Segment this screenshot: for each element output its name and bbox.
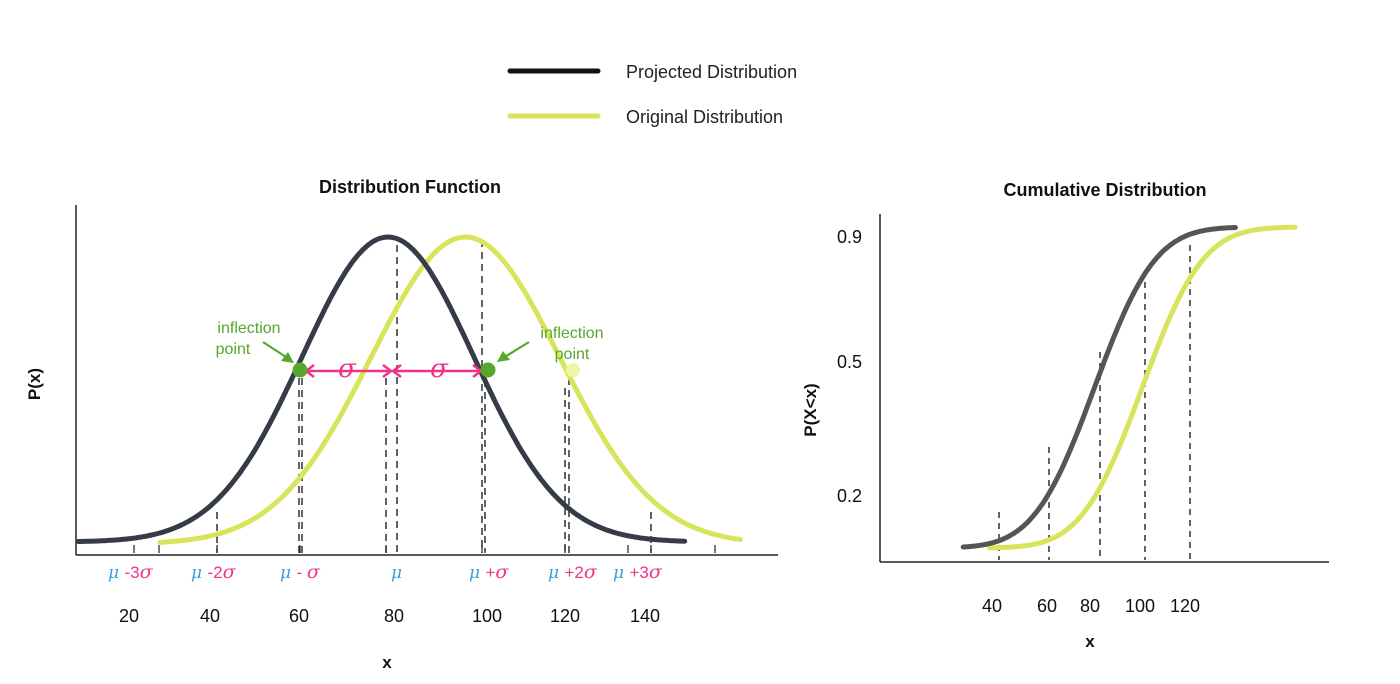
- pdf-x-label: x: [382, 653, 392, 672]
- pdf-line-projected: [75, 234, 688, 544]
- pdf-ticks: [133, 545, 716, 553]
- pdf-sigma-label: μ +2σ: [548, 561, 598, 583]
- pdf-x-tick-label: 60: [289, 606, 309, 626]
- pdf-sigma-labels: μ -3σ μ -2σ μ - σ μ μ +σ μ +2σ μ +3σ: [108, 561, 663, 583]
- pdf-dashed-lines: [216, 240, 652, 553]
- pdf-sigma-label: μ - σ: [280, 561, 321, 583]
- cdf-x-tick-labels: 40 60 80 100 120: [982, 596, 1200, 616]
- legend: Projected Distribution Original Distribu…: [507, 62, 797, 127]
- cdf-y-tick-labels: 0.2 0.5 0.9: [837, 227, 862, 506]
- pdf-x-tick-label: 20: [119, 606, 139, 626]
- cdf-x-tick-label: 120: [1170, 596, 1200, 616]
- annotation-right-arrowhead: [497, 351, 510, 362]
- sigma-arrowhead: [390, 364, 402, 378]
- annotation-left-line1: inflection: [217, 320, 280, 337]
- pdf-sigma-label: μ +σ: [469, 561, 509, 583]
- annotation-right-line2: point: [555, 346, 590, 363]
- annotation-right-line1: inflection: [540, 325, 603, 342]
- pdf-chart: Distribution Function P(x) x μ -3σ μ -2σ μ…: [25, 177, 778, 672]
- pdf-x-tick-label: 100: [472, 606, 502, 626]
- pdf-y-label: P(x): [25, 368, 44, 400]
- annotation-left-line2: point: [216, 341, 251, 358]
- pdf-sigma-label: μ: [391, 563, 402, 583]
- cdf-y-tick-label: 0.5: [837, 352, 862, 372]
- annotation-left-arrow: [262, 341, 290, 360]
- pdf-sigma-label: μ +3σ: [613, 561, 663, 583]
- cdf-x-tick-label: 100: [1125, 596, 1155, 616]
- pdf-x-tick-label: 80: [384, 606, 404, 626]
- cdf-y-label: P(X<x): [801, 383, 820, 436]
- pdf-sigma-label: μ -2σ: [191, 561, 237, 583]
- pdf-chart-title: Distribution Function: [319, 177, 501, 197]
- pdf-line-original: [157, 234, 744, 545]
- cdf-x-tick-label: 80: [1080, 596, 1100, 616]
- pdf-x-tick-label: 140: [630, 606, 660, 626]
- annotation-left-arrowhead: [281, 352, 294, 363]
- cdf-x-tick-label: 40: [982, 596, 1002, 616]
- pdf-x-tick-label: 40: [200, 606, 220, 626]
- legend-label-projected: Projected Distribution: [626, 62, 797, 82]
- pdf-x-tick-labels: 20 40 60 80 100 120 140: [119, 606, 660, 626]
- cdf-line-projected: [960, 225, 1238, 550]
- cdf-chart-title: Cumulative Distribution: [1003, 180, 1206, 200]
- sigma-symbol-left: σ: [338, 354, 357, 384]
- sigma-symbol-right: σ: [430, 354, 449, 384]
- cdf-x-tick-label: 60: [1037, 596, 1057, 616]
- pdf-sigma-label: μ -3σ: [108, 561, 154, 583]
- annotation-right: inflection point: [497, 325, 604, 363]
- legend-label-original: Original Distribution: [626, 107, 783, 127]
- cdf-chart: Cumulative Distribution P(X<x) x 0.20.50…: [801, 180, 1329, 651]
- cdf-dashed-lines: [998, 245, 1191, 560]
- pdf-x-tick-label: 120: [550, 606, 580, 626]
- inflection-point-right: [480, 362, 496, 378]
- cdf-line-original: [987, 224, 1298, 551]
- cdf-y-tick-label: 0.9: [837, 227, 862, 247]
- inflection-point-original: [566, 363, 580, 377]
- annotation-right-arrow: [502, 341, 530, 359]
- cdf-y-tick-label: 0.2: [837, 486, 862, 506]
- annotation-left: inflection point: [216, 320, 294, 363]
- cdf-x-label: x: [1085, 632, 1095, 651]
- inflection-point-left: [292, 362, 308, 378]
